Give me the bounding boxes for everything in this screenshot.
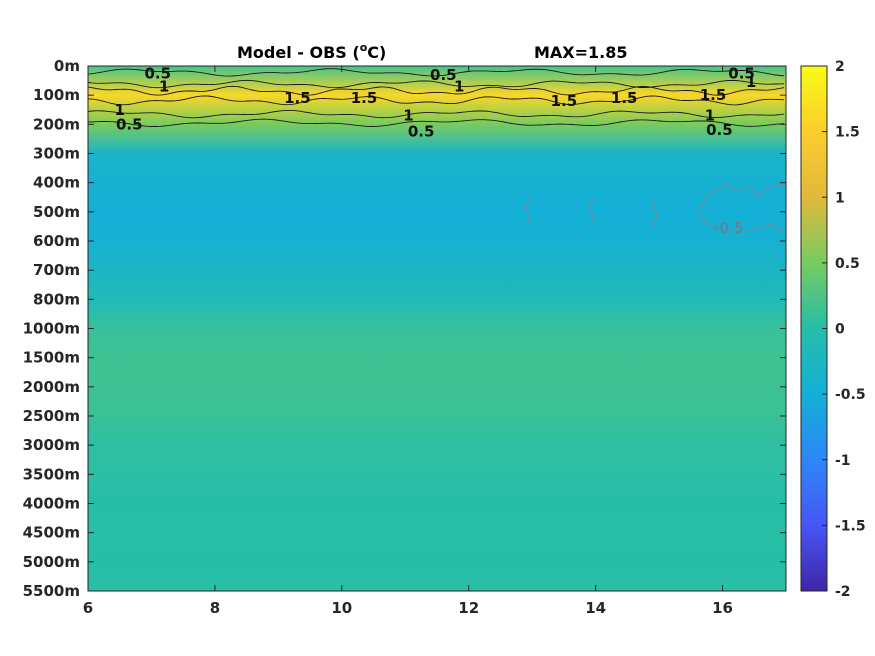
contour-label: 1.5 [551, 92, 578, 110]
contour-label: 1 [159, 77, 169, 95]
y-axis: 0m 100m 200m 300m 400m 500m 600m 700m 800m 1000m 1… [23, 57, 786, 600]
y-tick-label: 100m [33, 86, 80, 104]
contour-line-negative [588, 197, 594, 226]
contour-label: 1 [746, 73, 756, 91]
contour-label: 1 [115, 101, 125, 119]
contour-label: 1 [403, 107, 413, 125]
contour-label: 0.5 [728, 64, 755, 82]
y-tick-label: 0m [54, 57, 80, 75]
contour-line-negative [696, 183, 786, 236]
x-tick-label: 14 [585, 599, 606, 617]
contour-label: 0.5 [408, 123, 435, 141]
colorbar-ticks: 2 1.5 1 0.5 0 -0.5 -1 -1.5 -2 [822, 59, 866, 600]
contour-label: 0.5 [430, 66, 457, 84]
y-tick-label: 1500m [23, 349, 80, 367]
y-tick-label: 300m [33, 145, 80, 163]
x-tick-label: 12 [458, 599, 479, 617]
contour-label: 1.5 [351, 89, 378, 107]
y-tick-label: 4500m [23, 524, 80, 542]
contour-line [88, 95, 785, 106]
x-tick-label: 6 [83, 599, 93, 617]
x-tick-label: 8 [210, 599, 220, 617]
y-tick-label: 2000m [23, 378, 80, 396]
colorbar-tick-label: -1.5 [835, 518, 866, 534]
y-tick-label: 5000m [23, 553, 80, 571]
y-tick-label: 200m [33, 115, 80, 133]
title-degree: o [360, 41, 368, 54]
colorbar: 2 1.5 1 0.5 0 -0.5 -1 -1.5 -2 [800, 59, 866, 600]
contour-line-negative [525, 197, 531, 226]
y-tick-label: 400m [33, 174, 80, 192]
colorbar-tick-label: 2 [835, 59, 845, 75]
chart-title: Model - OBS (oC) MAX=1.85 [237, 41, 628, 62]
colorbar-tick-label: 1 [835, 190, 845, 206]
contour-lines [88, 68, 786, 236]
x-tick-label: 10 [331, 599, 352, 617]
title-unit: C) [367, 43, 386, 62]
colorbar-tick-label: 1.5 [835, 125, 860, 141]
contour-line [88, 85, 785, 96]
contour-line-negative [652, 197, 658, 226]
heatmap-field [88, 66, 786, 591]
colorbar-tick-label: -2 [835, 584, 851, 600]
colorbar-fill [800, 65, 828, 592]
y-tick-label: 1000m [23, 320, 80, 338]
svg-text:Model - OBS (oC): Model - OBS (oC) [237, 41, 386, 62]
y-tick-label: 600m [33, 232, 80, 250]
contour-label: 1 [454, 77, 464, 95]
y-tick-label: 3000m [23, 436, 80, 454]
max-annotation: MAX=1.85 [534, 43, 628, 62]
contour-label: 0.5 [706, 121, 733, 139]
x-tick-label: 16 [712, 599, 733, 617]
contour-line [88, 109, 785, 119]
contour-line [88, 68, 785, 77]
contour-line [88, 118, 785, 127]
contour-label: 0.5 [116, 115, 143, 133]
contour-label: 1.5 [700, 86, 727, 104]
y-tick-label: 2500m [23, 407, 80, 425]
colorbar-tick-label: 0.5 [835, 256, 860, 272]
contour-label: 0.5 [145, 64, 172, 82]
title-text: Model - OBS ( [237, 43, 360, 62]
x-axis: 6 8 10 12 14 16 [83, 66, 733, 617]
colorbar-tick-label: -1 [835, 453, 851, 469]
contour-label: 1 [705, 107, 715, 125]
y-tick-label: 3500m [23, 465, 80, 483]
y-tick-label: 800m [33, 290, 80, 308]
colorbar-tick-label: 0 [835, 322, 845, 338]
y-tick-label: 4000m [23, 495, 80, 513]
contour-label: 1.5 [284, 89, 311, 107]
contour-label: 1.5 [611, 89, 638, 107]
y-tick-label: 500m [33, 203, 80, 221]
contour-line [88, 79, 785, 89]
y-tick-label: 700m [33, 261, 80, 279]
contour-label: -0.5 [714, 219, 743, 237]
y-tick-label: 5500m [23, 582, 80, 600]
colorbar-tick-label: -0.5 [835, 387, 866, 403]
